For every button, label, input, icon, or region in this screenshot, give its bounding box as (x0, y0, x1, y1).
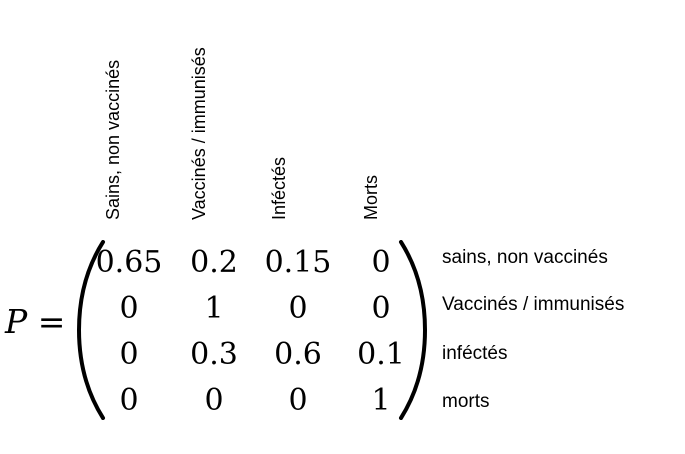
matrix-cell: 0.65 (95, 245, 163, 280)
matrix-cell: 0 (371, 245, 391, 280)
column-header-vaccines: Vaccinés / immunisés (189, 47, 209, 220)
matrix-cell: 0 (288, 291, 308, 326)
right-parenthesis (399, 240, 427, 420)
column-header-sains: Sains, non vaccinés (103, 59, 123, 220)
matrix-cell: 0.3 (190, 337, 238, 372)
matrix-cell: 0 (371, 291, 391, 326)
column-header-morts: Morts (361, 175, 381, 220)
matrix-cell: 0 (119, 291, 139, 326)
matrix-cell: 0 (288, 383, 308, 418)
matrix-cell: 1 (371, 383, 391, 418)
matrix-cell: 0.2 (190, 245, 238, 280)
matrix-cell: 0 (119, 337, 139, 372)
matrix-cell: 0.15 (264, 245, 332, 280)
equals-sign: = (37, 302, 66, 341)
matrix-variable: P (5, 302, 28, 341)
row-label-morts: morts (442, 391, 490, 412)
equation-lhs: P = (5, 305, 65, 338)
column-header-infectes: Inféctés (269, 156, 289, 220)
row-label-infectes: inféctés (442, 343, 508, 364)
matrix-cell: 0.1 (357, 337, 405, 372)
matrix-cell: 0 (204, 383, 224, 418)
row-label-sains: sains, non vaccinés (442, 247, 608, 268)
matrix-cell: 0 (119, 383, 139, 418)
left-parenthesis (77, 240, 105, 420)
row-label-vaccines: Vaccinés / immunisés (442, 294, 625, 315)
matrix-cell: 0.6 (274, 337, 322, 372)
matrix-cell: 1 (204, 291, 224, 326)
